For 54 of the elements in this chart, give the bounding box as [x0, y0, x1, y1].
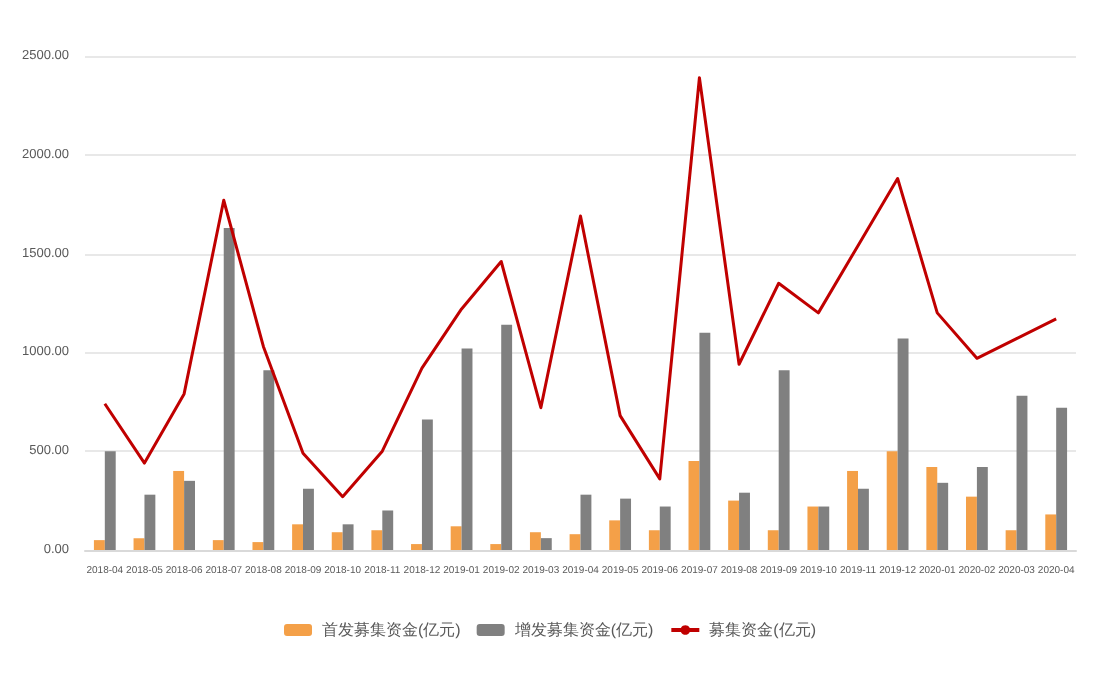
- bar: [886, 451, 898, 550]
- bar: [93, 540, 105, 550]
- line-series: [103, 76, 1058, 499]
- bar: [184, 480, 195, 550]
- bar: [847, 470, 858, 550]
- bar: [529, 532, 541, 550]
- bar: [501, 324, 513, 550]
- bar: [659, 506, 671, 550]
- bar: [303, 488, 314, 550]
- bar: [818, 506, 830, 550]
- bar: [648, 530, 660, 550]
- bar: [778, 370, 790, 550]
- bar: [342, 524, 354, 550]
- bar: [173, 470, 185, 550]
- bar: [937, 482, 949, 550]
- bar: [699, 332, 711, 550]
- bar: [728, 500, 740, 550]
- bar: [461, 348, 473, 550]
- bar: [144, 494, 156, 550]
- bar: [104, 451, 116, 550]
- bar: [133, 538, 145, 550]
- bar: [252, 542, 264, 550]
- bar: [540, 538, 552, 550]
- bar: [490, 544, 502, 550]
- bar: [212, 540, 224, 550]
- bar: [292, 524, 304, 550]
- bar: [857, 488, 869, 550]
- bar: [966, 496, 977, 550]
- bar: [382, 510, 394, 550]
- bar: [580, 494, 592, 550]
- legend-label: 首发募集资金(亿元): [322, 621, 462, 639]
- bar: [620, 498, 632, 550]
- bar: [411, 544, 422, 550]
- bar: [421, 419, 433, 550]
- bar: [223, 227, 235, 550]
- bar: [767, 530, 779, 550]
- bar: [807, 506, 819, 550]
- bar: [1056, 407, 1068, 550]
- legend-label: 募集资金(亿元): [709, 621, 817, 639]
- bar: [569, 534, 581, 550]
- bar: [688, 461, 700, 550]
- bar: [926, 467, 938, 550]
- legend-label: 增发募集资金(亿元): [512, 621, 654, 639]
- bar: [450, 526, 462, 550]
- bar: [976, 467, 988, 550]
- bar: [263, 370, 275, 550]
- bar: [1005, 530, 1017, 550]
- bar: [897, 338, 909, 550]
- bar: [1016, 395, 1028, 550]
- bar: [371, 530, 383, 550]
- bar: [739, 492, 750, 550]
- bar: [1045, 514, 1057, 550]
- bar: [331, 532, 343, 550]
- bar: [609, 520, 621, 550]
